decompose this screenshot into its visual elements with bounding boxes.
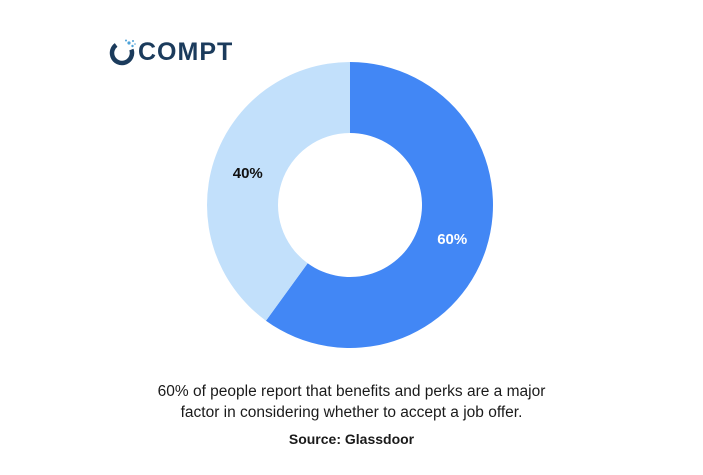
donut-label-1: 60% — [437, 231, 467, 248]
donut-label-2: 40% — [233, 165, 263, 182]
donut-slice-2 — [207, 62, 350, 321]
donut-slice-1 — [265, 62, 494, 348]
compt-logo: COMPT — [107, 36, 233, 68]
compt-logo-text: COMPT — [138, 38, 234, 66]
chart-source: Source: Glassdoor — [288, 431, 415, 447]
donut-slices — [207, 62, 494, 348]
caption-line-1: 60% of people report that benefits and p… — [157, 383, 546, 400]
donut-labels: 60% 40% — [233, 165, 468, 248]
caption-line-2: factor in considering whether to accept … — [180, 404, 523, 421]
compt-logo-mark-icon — [109, 39, 136, 66]
chart-caption: 60% of people report that benefits and p… — [0, 381, 703, 423]
